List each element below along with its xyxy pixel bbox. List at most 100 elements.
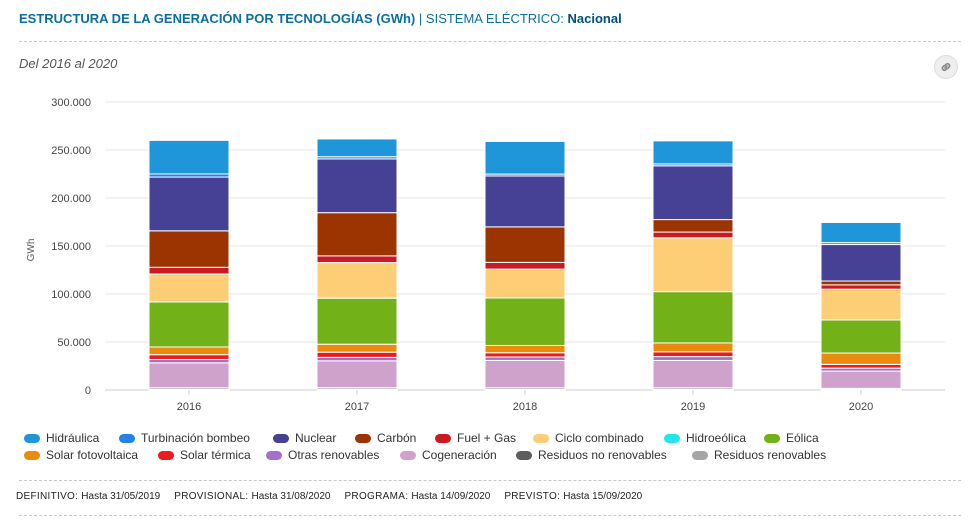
bar-2020-hidráulica[interactable] — [820, 221, 902, 244]
period-label: Del 2016 al 2020 — [19, 56, 118, 71]
legend-label: Ciclo combinado — [555, 431, 644, 445]
legend-swatch — [24, 433, 40, 443]
legend-label: Residuos renovables — [714, 448, 827, 462]
footer-divider-bottom — [19, 515, 961, 516]
bar-2018-solar-térmica[interactable] — [484, 352, 566, 358]
bar-2016-fuel-gas[interactable] — [148, 266, 230, 275]
bar-2019-ciclo-combinado[interactable] — [652, 237, 734, 293]
legend-item[interactable]: Solar fotovoltaica — [24, 448, 138, 462]
legend-item[interactable]: Fuel + Gas — [435, 431, 516, 445]
legend-label: Turbinación bombeo — [141, 431, 250, 445]
generation-chart: 0 50.000 100.000 150.000 200.000 250.000 300.0… — [26, 97, 945, 413]
bar-2019-eólica[interactable] — [652, 291, 734, 344]
y-axis-label: GWh — [26, 239, 37, 262]
legend-item[interactable]: Nuclear — [273, 431, 336, 445]
legend-swatch — [435, 433, 451, 443]
bar-2018-solar-fotovoltaica[interactable] — [484, 344, 566, 354]
bar-2020-solar-térmica[interactable] — [820, 363, 902, 369]
y-tick-label: 300.000 — [51, 97, 91, 109]
bar-2018-eólica[interactable] — [484, 297, 566, 346]
link-icon — [941, 63, 951, 71]
legend-item[interactable]: Residuos no renovables — [516, 448, 667, 462]
bar-2018-nuclear[interactable] — [484, 175, 566, 228]
legend-item[interactable]: Hidroeólica — [664, 431, 746, 445]
bar-2016-eólica[interactable] — [148, 301, 230, 348]
legend-item[interactable]: Otras renovables — [266, 448, 379, 462]
bar-2018-carbón[interactable] — [484, 226, 566, 263]
bar-2017-fuel-gas[interactable] — [316, 255, 398, 264]
bar-2018-otras-renovables[interactable] — [484, 356, 566, 361]
bar-2020-fuel-gas[interactable] — [820, 284, 902, 290]
legend-item[interactable]: Turbinación bombeo — [119, 431, 250, 445]
legend-swatch — [119, 433, 135, 443]
bar-2020-solar-fotovoltaica[interactable] — [820, 352, 902, 365]
bar-2019-cogeneración[interactable] — [652, 359, 734, 389]
bar-2017-eólica[interactable] — [316, 297, 398, 345]
legend-swatch — [266, 450, 282, 460]
legend-item[interactable]: Solar térmica — [158, 448, 251, 462]
bar-2017-ciclo-combinado[interactable] — [316, 262, 398, 299]
bar-2016-cogeneración[interactable] — [148, 362, 230, 389]
bar-2017-hidráulica[interactable] — [316, 138, 398, 158]
legend-item[interactable]: Residuos renovables — [692, 448, 826, 462]
bar-2016-solar-térmica[interactable] — [148, 354, 230, 360]
footer-status-label: PROVISIONAL: — [174, 491, 252, 502]
bar-2019-solar-fotovoltaica[interactable] — [652, 342, 734, 353]
bar-2019-nuclear[interactable] — [652, 165, 734, 221]
footer-status-value: Hasta 14/09/2020 — [411, 491, 491, 502]
legend-label: Hidráulica — [46, 431, 100, 445]
bar-2017-solar-fotovoltaica[interactable] — [316, 343, 398, 353]
legend-item[interactable]: Hidráulica — [24, 431, 99, 445]
legend-item[interactable]: Ciclo combinado — [533, 431, 644, 445]
legend-label: Solar fotovoltaica — [46, 448, 139, 462]
bar-2017-carbón[interactable] — [316, 212, 398, 257]
bar-2017-otras-renovables[interactable] — [316, 356, 398, 362]
bar-2019-hidráulica[interactable] — [652, 140, 734, 165]
bar-2019-solar-térmica[interactable] — [652, 351, 734, 358]
system-label: SISTEMA ELÉCTRICO: — [425, 11, 564, 26]
bar-2017-solar-térmica[interactable] — [316, 351, 398, 358]
legend-item[interactable]: Cogeneración — [400, 448, 497, 462]
bar-2016-otras-renovables[interactable] — [148, 358, 230, 364]
x-tick-label: 2020 — [849, 401, 873, 413]
bar-2020-carbón[interactable] — [820, 280, 902, 286]
bar-2018-hidráulica[interactable] — [484, 140, 566, 175]
footer-status-label: PROGRAMA: — [344, 491, 412, 502]
legend-swatch — [273, 433, 289, 443]
bar-2020-cogeneración[interactable] — [820, 370, 902, 389]
legend-item[interactable]: Carbón — [355, 431, 416, 445]
footer-status-item: PROVISIONAL: Hasta 31/08/2020 — [174, 491, 330, 502]
legend-label: Carbón — [377, 431, 417, 445]
system-value[interactable]: Nacional — [567, 11, 622, 26]
bar-2019-fuel-gas[interactable] — [652, 231, 734, 239]
x-tick-label: 2016 — [177, 401, 201, 413]
legend-label: Cogeneración — [422, 448, 497, 462]
y-tick-label: 0 — [85, 385, 91, 397]
bar-2020-nuclear[interactable] — [820, 244, 902, 282]
bar-2016-solar-fotovoltaica[interactable] — [148, 346, 230, 356]
bar-2018-cogeneración[interactable] — [484, 359, 566, 389]
bar-2018-ciclo-combinado[interactable] — [484, 268, 566, 299]
bar-2020-eólica[interactable] — [820, 319, 902, 354]
bar-2020-ciclo-combinado[interactable] — [820, 288, 902, 321]
legend-label: Otras renovables — [288, 448, 380, 462]
bar-2017-cogeneración[interactable] — [316, 360, 398, 389]
title-separator: | — [418, 11, 423, 26]
bar-2016-ciclo-combinado[interactable] — [148, 273, 230, 303]
bar-2019-otras-renovables[interactable] — [652, 356, 734, 361]
bar-2019-carbón[interactable] — [652, 219, 734, 233]
legend-item[interactable]: Eólica — [764, 431, 819, 445]
legend-swatch — [158, 450, 174, 460]
bar-2016-carbón[interactable] — [148, 230, 230, 268]
footer-status-value: Hasta 31/05/2019 — [81, 491, 161, 502]
x-tick-label: 2019 — [681, 401, 705, 413]
legend-label: Residuos no renovables — [538, 448, 667, 462]
y-tick-label: 150.000 — [51, 241, 91, 253]
link-button[interactable] — [934, 55, 958, 79]
bar-2016-nuclear[interactable] — [148, 176, 230, 232]
bar-2016-hidráulica[interactable] — [148, 139, 230, 175]
footer-status-label: DEFINITIVO: — [16, 491, 82, 502]
bar-2017-nuclear[interactable] — [316, 158, 398, 214]
y-tick-label: 50.000 — [57, 337, 91, 349]
bar-2018-fuel-gas[interactable] — [484, 261, 566, 270]
